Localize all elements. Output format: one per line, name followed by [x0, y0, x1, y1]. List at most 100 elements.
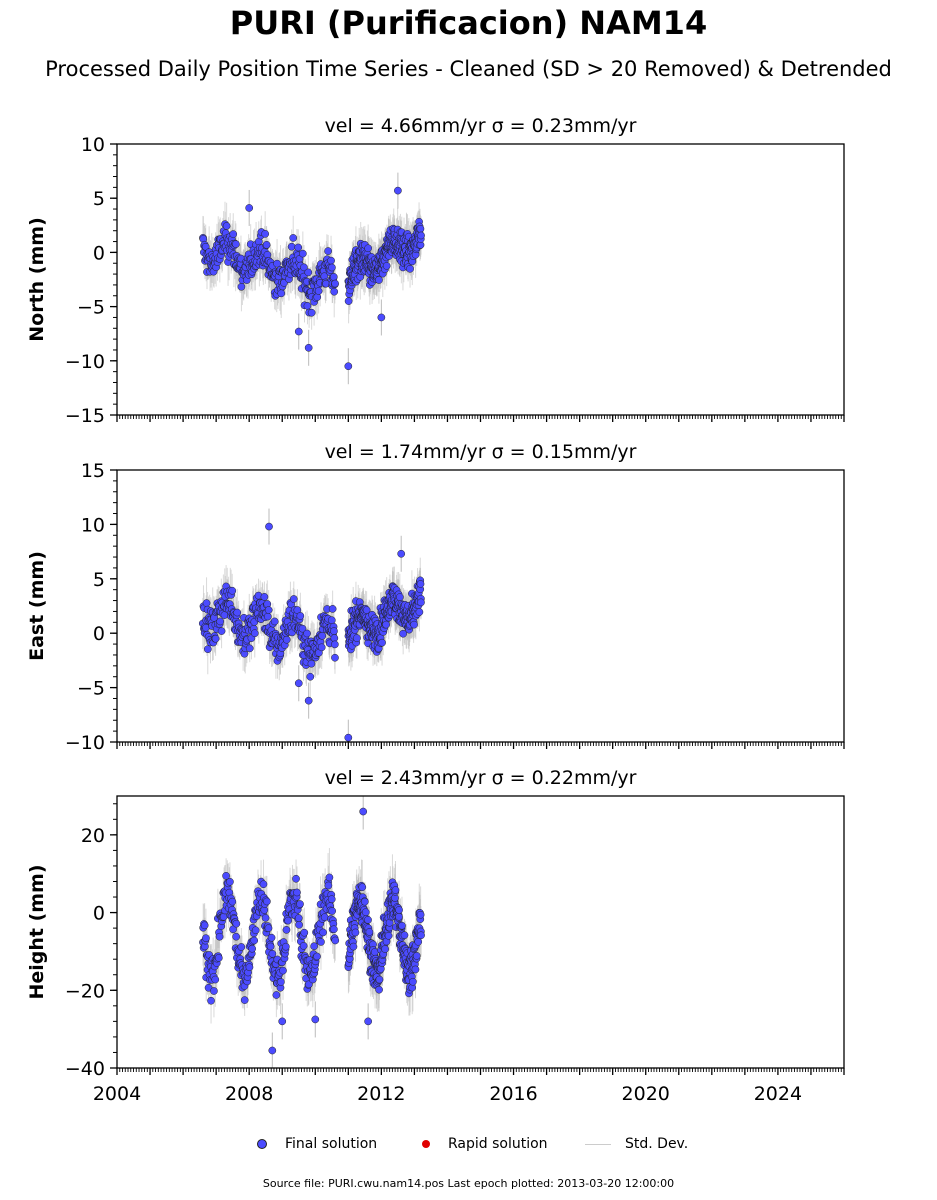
- legend-final-label: Final solution: [285, 1136, 378, 1152]
- data-point: [260, 593, 269, 601]
- data-point: [359, 807, 368, 816]
- final-solution-points: [198, 522, 425, 742]
- data-point: [400, 931, 409, 940]
- data-point: [266, 942, 275, 951]
- panel-east: vel = 1.74mm/yr σ = 0.15mm/yr East (mm) 15…: [26, 441, 845, 754]
- data-point: [217, 627, 226, 635]
- data-point: [279, 966, 287, 975]
- y-tick-label: 10: [81, 514, 105, 536]
- y-tick-label: −20: [65, 980, 105, 1002]
- data-point: [349, 942, 358, 951]
- y-tick-label: 0: [93, 623, 105, 645]
- y-tick-label: 20: [81, 825, 105, 847]
- data-point: [226, 877, 234, 886]
- chart-subtitle: Processed Daily Position Time Series - C…: [45, 57, 892, 81]
- data-point: [214, 954, 223, 962]
- data-point: [328, 605, 337, 613]
- data-point: [292, 874, 300, 883]
- data-point: [300, 263, 308, 272]
- y-tick-label: −5: [77, 297, 105, 319]
- data-point: [313, 952, 321, 961]
- data-point: [382, 620, 390, 629]
- data-point: [298, 624, 307, 633]
- data-point: [298, 249, 307, 258]
- data-point: [310, 942, 318, 951]
- data-point: [311, 1015, 320, 1024]
- data-point: [284, 916, 292, 925]
- data-point: [228, 897, 237, 906]
- data-point: [296, 612, 305, 620]
- data-point: [216, 617, 225, 626]
- data-point: [417, 231, 425, 240]
- data-point: [382, 262, 391, 270]
- data-point: [289, 234, 298, 242]
- plot-frame: [116, 795, 845, 1069]
- data-point: [282, 926, 291, 934]
- y-tick-label: −10: [65, 732, 105, 754]
- data-point: [268, 949, 277, 958]
- x-tick-label: 2020: [622, 1083, 670, 1105]
- data-point: [415, 608, 424, 616]
- data-point: [263, 612, 272, 621]
- data-point: [299, 941, 308, 950]
- data-point: [229, 230, 238, 238]
- data-point: [268, 1046, 277, 1055]
- x-tick-label: 2012: [357, 1083, 405, 1105]
- data-point: [360, 897, 369, 906]
- data-point: [303, 629, 311, 638]
- data-point: [331, 936, 340, 945]
- data-point: [245, 963, 254, 972]
- panel-height: vel = 2.43mm/yr σ = 0.22mm/yr Height (mm)…: [26, 767, 845, 1105]
- data-point: [306, 672, 315, 681]
- data-point: [202, 599, 211, 607]
- y-tick-label: −40: [65, 1058, 105, 1080]
- data-point: [378, 638, 386, 647]
- panel-title: vel = 2.43mm/yr σ = 0.22mm/yr: [325, 767, 637, 789]
- data-point: [295, 920, 303, 929]
- data-point: [307, 308, 316, 317]
- final-solution-marker-icon: [257, 1139, 267, 1149]
- data-point: [327, 256, 335, 265]
- data-point: [233, 608, 242, 617]
- std-dev-line-icon: [585, 1143, 611, 1145]
- legend-rapid-label: Rapid solution: [448, 1136, 548, 1152]
- data-point: [384, 931, 393, 940]
- time-series-plots: vel = 4.66mm/yr σ = 0.23mm/yr North (mm) 1…: [26, 115, 845, 1105]
- data-point: [273, 259, 281, 268]
- y-tick-label: 5: [93, 188, 105, 210]
- data-point: [261, 230, 270, 238]
- data-point: [267, 933, 276, 942]
- data-point: [331, 653, 339, 662]
- data-point: [395, 912, 403, 921]
- data-point: [398, 921, 406, 930]
- data-point: [203, 645, 212, 654]
- data-point: [365, 928, 374, 936]
- legend-rapid: Rapid solution: [422, 1136, 548, 1152]
- data-point: [232, 240, 240, 248]
- data-point: [303, 302, 312, 310]
- panel-title: vel = 4.66mm/yr σ = 0.23mm/yr: [325, 115, 637, 137]
- data-point: [289, 595, 298, 603]
- data-point: [228, 586, 237, 595]
- y-axis-label: East (mm): [26, 551, 48, 661]
- data-point: [207, 996, 215, 1005]
- plot-frame: [116, 143, 845, 416]
- data-point: [287, 242, 296, 251]
- data-point: [263, 897, 271, 906]
- data-point: [307, 659, 316, 668]
- data-point: [282, 942, 290, 951]
- data-point: [397, 549, 406, 558]
- y-tick-label: −10: [65, 351, 105, 373]
- data-point: [222, 222, 231, 230]
- y-tick-label: 15: [81, 460, 105, 482]
- data-point: [317, 643, 326, 652]
- data-point: [250, 936, 259, 945]
- y-tick-label: 0: [93, 242, 105, 264]
- data-point: [278, 1017, 287, 1026]
- x-tick-label: 2024: [754, 1083, 802, 1105]
- data-point: [325, 873, 334, 882]
- data-point: [264, 606, 273, 614]
- data-point: [294, 327, 303, 336]
- data-point: [232, 919, 241, 928]
- legend-final: Final solution: [257, 1136, 377, 1152]
